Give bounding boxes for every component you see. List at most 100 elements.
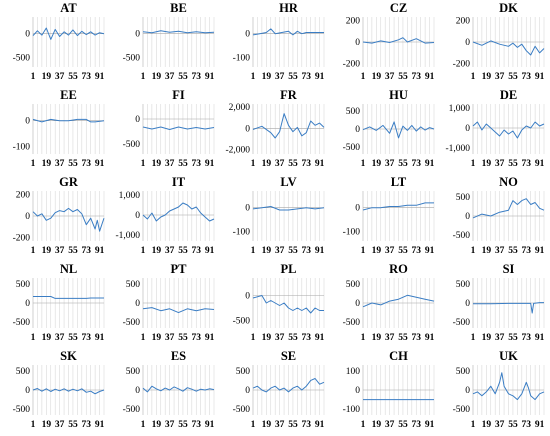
x-tick-label: 19: [262, 159, 272, 169]
x-tick-label: 19: [372, 333, 382, 343]
x-tick-label: 91: [425, 72, 435, 82]
y-tick-label: 0: [25, 299, 30, 309]
x-tick-label: 37: [495, 246, 505, 256]
panel-title: DK: [499, 1, 518, 15]
y-tick-label: -100: [233, 227, 251, 237]
panel-title: NL: [60, 262, 77, 276]
x-tick-label: 91: [95, 159, 105, 169]
x-tick-label: 1: [361, 420, 366, 430]
y-tick-label: -100: [13, 142, 31, 152]
y-tick-label: 0: [135, 299, 140, 309]
series-line: [142, 126, 215, 130]
x-tick-label: 91: [315, 72, 325, 82]
x-tick-label: 55: [288, 420, 298, 430]
x-tick-label: 37: [55, 159, 65, 169]
x-tick-label: 37: [275, 159, 285, 169]
y-tick-label: 0: [25, 117, 30, 127]
x-tick-label: 19: [372, 420, 382, 430]
y-tick-label: 0: [135, 211, 140, 221]
x-tick-label: 91: [205, 420, 215, 430]
x-tick-label: 19: [42, 420, 52, 430]
panel-title: SK: [60, 349, 77, 363]
y-tick-label: -200: [13, 234, 31, 244]
panel-title: RO: [389, 262, 408, 276]
x-tick-label: 19: [152, 246, 162, 256]
x-tick-label: 37: [165, 159, 175, 169]
x-tick-label: 73: [412, 159, 422, 169]
x-tick-label: 55: [178, 246, 188, 256]
x-tick-label: 73: [522, 420, 532, 430]
x-tick-label: 91: [95, 246, 105, 256]
panel-title: FR: [280, 88, 298, 102]
panel-title: SE: [281, 349, 296, 363]
x-tick-label: 37: [275, 246, 285, 256]
x-tick-label: 37: [275, 72, 285, 82]
y-tick-label: 100: [346, 367, 361, 377]
y-tick-label: -500: [123, 318, 141, 328]
x-tick-label: 19: [372, 246, 382, 256]
series-line: [362, 294, 435, 308]
y-tick-label: -500: [13, 405, 31, 415]
x-tick-label: 1: [361, 72, 366, 82]
x-tick-label: 1: [251, 420, 256, 430]
x-tick-label: 37: [495, 72, 505, 82]
x-tick-label: 1: [251, 246, 256, 256]
x-tick-label: 37: [55, 333, 65, 343]
x-tick-label: 19: [42, 72, 52, 82]
x-tick-label: 91: [425, 246, 435, 256]
x-tick-label: 73: [302, 420, 312, 430]
x-tick-label: 73: [522, 159, 532, 169]
y-tick-label: 0: [25, 30, 30, 40]
y-tick-label: 0: [245, 204, 250, 214]
panel-title: PT: [171, 262, 188, 276]
y-tick-label: 500: [346, 107, 361, 117]
x-tick-label: 73: [302, 72, 312, 82]
x-tick-label: 37: [55, 420, 65, 430]
y-tick-label: 500: [126, 367, 141, 377]
x-tick-label: 1: [361, 159, 366, 169]
series-line: [362, 37, 435, 44]
x-tick-label: 19: [262, 72, 272, 82]
y-tick-label: -500: [453, 405, 471, 415]
series-line: [32, 27, 105, 40]
series-line: [362, 202, 434, 211]
x-tick-label: 73: [192, 72, 202, 82]
x-tick-label: 19: [482, 246, 492, 256]
y-tick-label: -500: [13, 53, 31, 63]
x-tick-label: 37: [165, 246, 175, 256]
series-line: [252, 206, 325, 211]
x-tick-label: 19: [42, 159, 52, 169]
y-tick-label: 0: [465, 299, 470, 309]
y-tick-label: -500: [123, 405, 141, 415]
y-tick-label: -500: [453, 231, 471, 241]
x-tick-label: 73: [412, 246, 422, 256]
x-tick-label: 19: [482, 420, 492, 430]
y-tick-label: -500: [123, 140, 141, 150]
y-tick-label: -100: [343, 227, 361, 237]
x-tick-label: 19: [152, 72, 162, 82]
y-tick-label: 500: [126, 280, 141, 290]
panel-title: BE: [170, 1, 187, 15]
panel-title: IT: [172, 175, 186, 189]
x-tick-label: 91: [535, 72, 545, 82]
y-tick-label: 0: [135, 30, 140, 40]
y-tick-label: -100: [233, 53, 251, 63]
y-tick-label: 0: [465, 124, 470, 134]
y-tick-label: 0: [135, 386, 140, 396]
y-tick-label: -200: [453, 60, 471, 70]
x-tick-label: 1: [471, 72, 476, 82]
y-tick-label: -500: [233, 317, 251, 327]
x-tick-label: 55: [508, 159, 518, 169]
x-tick-label: 19: [482, 333, 492, 343]
x-tick-label: 73: [82, 333, 92, 343]
x-tick-label: 19: [372, 72, 382, 82]
